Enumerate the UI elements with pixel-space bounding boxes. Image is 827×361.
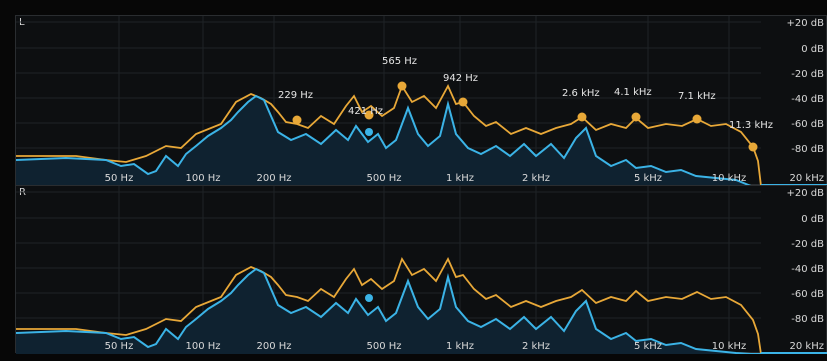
db-scale-label: -80 dB — [791, 144, 824, 155]
frequency-tick-label: 500 Hz — [366, 341, 401, 352]
frequency-tick-label: 200 Hz — [256, 341, 291, 352]
db-scale-label: +20 dB — [787, 18, 825, 29]
db-scale-label: 20 kHz — [790, 173, 824, 184]
frequency-tick-label: 100 Hz — [185, 341, 220, 352]
frequency-tick-label: 50 Hz — [105, 173, 134, 184]
db-scale-label: -40 dB — [791, 94, 824, 105]
peak-marker[interactable] — [293, 116, 302, 125]
frequency-tick-label: 5 kHz — [634, 173, 662, 184]
frequency-tick-label: 50 Hz — [105, 341, 134, 352]
peak-frequency-label: 565 Hz — [382, 56, 417, 67]
frequency-tick-label: 10 kHz — [712, 173, 746, 184]
peak-marker[interactable] — [459, 98, 468, 107]
frequency-tick-label: 2 kHz — [522, 173, 550, 184]
frequency-tick-label: 500 Hz — [366, 173, 401, 184]
db-scale-label: -80 dB — [791, 314, 824, 325]
db-scale-label: 0 dB — [801, 214, 824, 225]
frequency-tick-label: 1 kHz — [446, 341, 474, 352]
peak-marker[interactable] — [632, 113, 641, 122]
peak-frequency-label: 421 Hz — [348, 106, 383, 117]
db-scale-label: -20 dB — [791, 239, 824, 250]
peak-marker[interactable] — [693, 115, 702, 124]
frequency-tick-label: 10 kHz — [712, 341, 746, 352]
db-scale-label: -60 dB — [791, 119, 824, 130]
frequency-tick-label: 2 kHz — [522, 341, 550, 352]
frequency-tick-label: 1 kHz — [446, 173, 474, 184]
peak-frequency-label: 11.3 kHz — [729, 120, 773, 131]
db-scale-label: 0 dB — [801, 44, 824, 55]
frequency-tick-label: 200 Hz — [256, 173, 291, 184]
peak-marker[interactable] — [398, 82, 407, 91]
peak-frequency-label: 4.1 kHz — [614, 87, 652, 98]
peak-frequency-label: 229 Hz — [278, 90, 313, 101]
db-scale-label: 20 kHz — [790, 341, 824, 352]
db-scale-label: -20 dB — [791, 69, 824, 80]
peak-frequency-label: 942 Hz — [443, 73, 478, 84]
left-spectrum-display[interactable]: +20 dB 0 dB -20 dB -40 dB -60 dB -80 dB 20 kHz… — [16, 16, 827, 186]
db-scale-label: +20 dB — [787, 188, 825, 199]
spectrum-marker[interactable] — [365, 128, 373, 136]
peak-frequency-label: 7.1 kHz — [678, 91, 716, 102]
peak-marker[interactable] — [749, 143, 758, 152]
right-spectrum-display[interactable]: +20 dB 0 dB -20 dB -40 dB -60 dB -80 dB 20 kHz… — [16, 186, 827, 354]
db-scale-label: -60 dB — [791, 289, 824, 300]
peak-marker[interactable] — [578, 113, 587, 122]
db-scale-label: -40 dB — [791, 264, 824, 275]
spectrum-marker[interactable] — [365, 294, 373, 302]
frequency-tick-label: 100 Hz — [185, 173, 220, 184]
peak-frequency-label: 2.6 kHz — [562, 88, 600, 99]
frequency-tick-label: 5 kHz — [634, 341, 662, 352]
